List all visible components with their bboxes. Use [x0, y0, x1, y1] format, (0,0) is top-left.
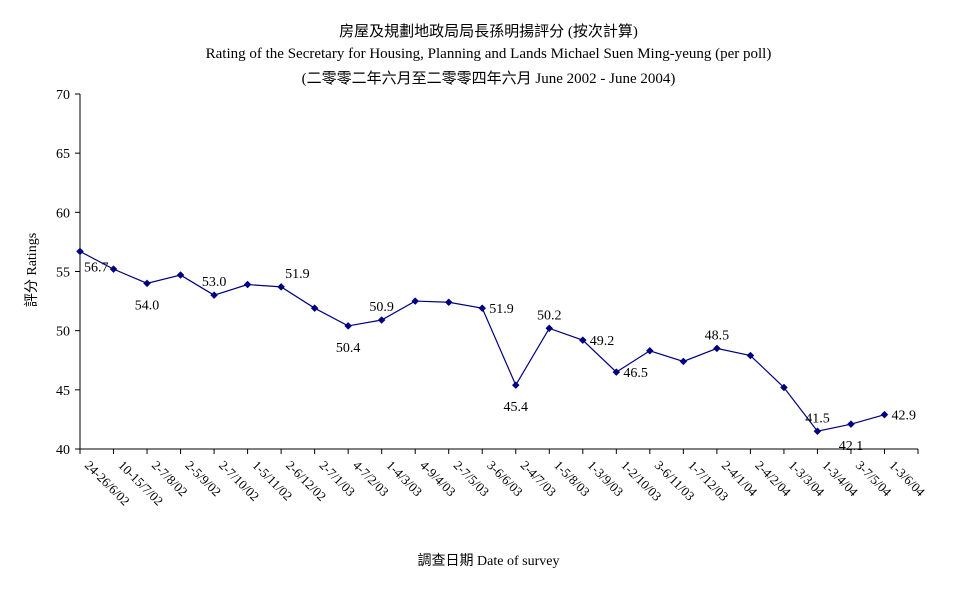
data-point [813, 427, 822, 436]
data-point [880, 410, 889, 419]
y-tick-label: 70 [56, 88, 70, 103]
x-tick-label: 1-3/3/04 [786, 458, 828, 500]
data-point [377, 316, 386, 324]
data-label: 51.9 [285, 267, 310, 282]
data-label: 46.5 [623, 366, 648, 381]
data-point [277, 283, 285, 291]
y-tick-label: 40 [56, 443, 70, 458]
data-point [545, 324, 554, 333]
x-tick-label: 1-3/9/03 [585, 458, 627, 500]
data-label: 49.2 [590, 334, 615, 349]
data-point [109, 265, 118, 273]
y-tick-label: 65 [56, 147, 70, 162]
x-tick-label: 2-4/7/03 [518, 458, 560, 500]
data-label: 54.0 [135, 298, 160, 313]
data-point [444, 298, 453, 307]
data-point [578, 336, 587, 344]
x-tick-label: 1-3/6/04 [886, 458, 928, 500]
x-tick-label: 2-4/2/04 [752, 458, 794, 500]
data-label: 56.7 [84, 260, 109, 275]
x-tick-label: 3-7/5/04 [853, 458, 895, 500]
data-point [679, 357, 688, 366]
data-point [612, 368, 621, 376]
data-label: 48.5 [705, 328, 730, 343]
data-point [344, 322, 353, 330]
data-label: 42.1 [839, 439, 864, 454]
x-tick-label: 4-7/2/03 [350, 458, 392, 500]
chart-subtitle: (二零零二年六月至二零零四年六月 June 2002 - June 2004) [301, 71, 676, 87]
data-label: 50.4 [336, 341, 361, 356]
data-point [746, 351, 755, 360]
chart-title-chinese: 房屋及規劃地政局局長孫明揚評分 (按次計算) [339, 24, 638, 40]
x-tick-label: 4-9/4/03 [417, 458, 459, 500]
data-point [310, 304, 319, 313]
data-point [478, 304, 487, 313]
data-label: 45.4 [504, 400, 529, 415]
data-point [76, 247, 84, 256]
x-tick-label: 1-4/3/03 [384, 458, 426, 500]
y-tick-label: 60 [56, 206, 70, 221]
data-point [780, 383, 788, 392]
data-point [243, 280, 252, 289]
data-point [713, 344, 721, 353]
x-axis-title: 調查日期 Date of survey [417, 554, 560, 569]
data-point [176, 271, 185, 279]
data-label: 42.9 [891, 409, 916, 424]
series-line [79, 250, 885, 432]
y-tick-label: 45 [56, 384, 70, 399]
data-point [210, 291, 218, 300]
x-tick-label: 1-5/8/03 [551, 458, 593, 500]
data-label: 51.9 [489, 302, 514, 317]
data-point [411, 297, 420, 305]
data-label: 41.5 [805, 411, 830, 426]
data-label: 50.9 [369, 300, 394, 315]
chart-title: Rating of the Secretary for Housing, Pla… [205, 46, 772, 62]
x-tick-label: 3-6/6/03 [484, 458, 526, 500]
y-tick-label: 50 [56, 325, 70, 340]
y-tick-label: 55 [56, 266, 70, 281]
data-label: 53.0 [202, 275, 227, 290]
x-tick-label: 1-3/4/04 [819, 458, 861, 500]
data-point [143, 279, 151, 288]
x-tick-label: 2-5/9/02 [182, 458, 224, 500]
y-axis-title: 評分 Ratings [25, 232, 40, 308]
data-point [847, 420, 855, 429]
data-point [645, 346, 654, 355]
x-tick-label: 2-7/5/03 [451, 458, 493, 500]
data-point [511, 381, 520, 389]
data-label: 50.2 [537, 308, 562, 323]
